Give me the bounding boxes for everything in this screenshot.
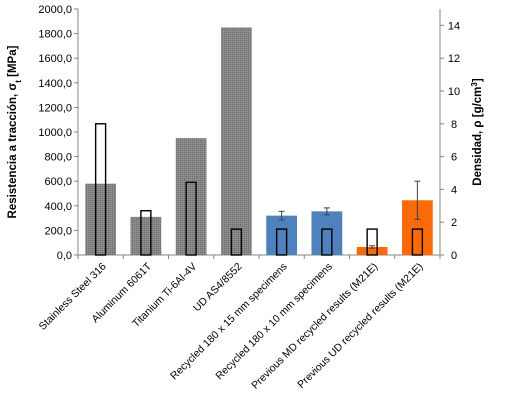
left-tick-label: 1600,0 (38, 53, 72, 65)
density-bar (140, 210, 152, 256)
tensile-bar (220, 27, 252, 256)
density-bar (185, 181, 197, 256)
left-tick-label: 1800,0 (38, 29, 72, 41)
density-bar (411, 228, 424, 256)
right-tick-label: 0 (451, 250, 457, 262)
left-tick-label: 1200,0 (38, 102, 72, 114)
right-tick-label: 2 (451, 217, 457, 229)
left-tick-label: 400,0 (44, 201, 72, 213)
tensile-bar (266, 215, 298, 255)
left-tick-label: 1400,0 (38, 78, 72, 90)
tensile-bar (311, 211, 343, 255)
right-tick-label: 10 (448, 86, 460, 98)
density-bar (230, 228, 243, 256)
density-bar (94, 123, 107, 256)
tensile-bar (175, 138, 207, 255)
tensile-bar (356, 247, 388, 255)
tensile-bar (85, 183, 117, 255)
right-tick-label: 4 (451, 184, 457, 196)
density-bar (321, 228, 333, 256)
density-bar (366, 228, 378, 256)
left-tick-label: 200,0 (44, 225, 72, 237)
left-tick-label: 2000,0 (38, 4, 72, 16)
right-tick-label: 6 (451, 152, 457, 164)
right-tick-label: 12 (448, 53, 460, 65)
density-bar (275, 228, 288, 256)
left-tick-label: 1000,0 (38, 127, 72, 139)
tensile-bar (130, 216, 162, 255)
left-axis-title: Resistencia a tracción, σt [MPa] (7, 45, 23, 218)
right-axis-title: Densidad, ρ [g/cm3] (470, 78, 485, 186)
left-tick-label: 0,0 (57, 250, 72, 262)
left-tick-label: 800,0 (44, 152, 72, 164)
right-tick-label: 14 (448, 20, 460, 32)
left-tick-label: 600,0 (44, 176, 72, 188)
right-tick-label: 8 (451, 119, 457, 131)
